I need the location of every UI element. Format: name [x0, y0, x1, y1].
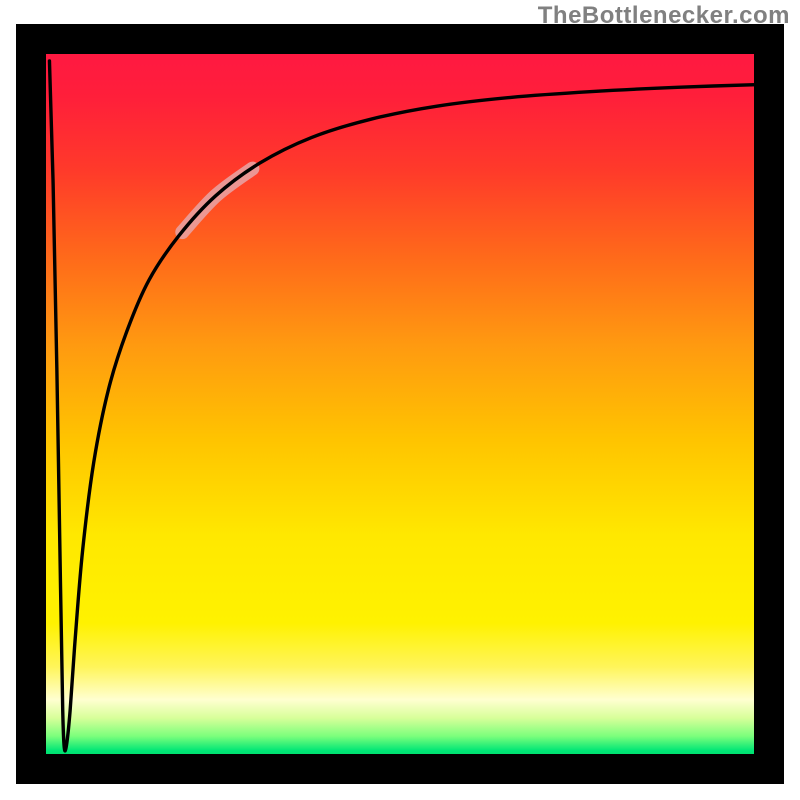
chart-svg	[0, 0, 800, 800]
chart-root: TheBottlenecker.com	[0, 0, 800, 800]
gradient-background	[31, 39, 769, 769]
plot-area	[31, 39, 769, 769]
watermark-text: TheBottlenecker.com	[538, 2, 790, 30]
